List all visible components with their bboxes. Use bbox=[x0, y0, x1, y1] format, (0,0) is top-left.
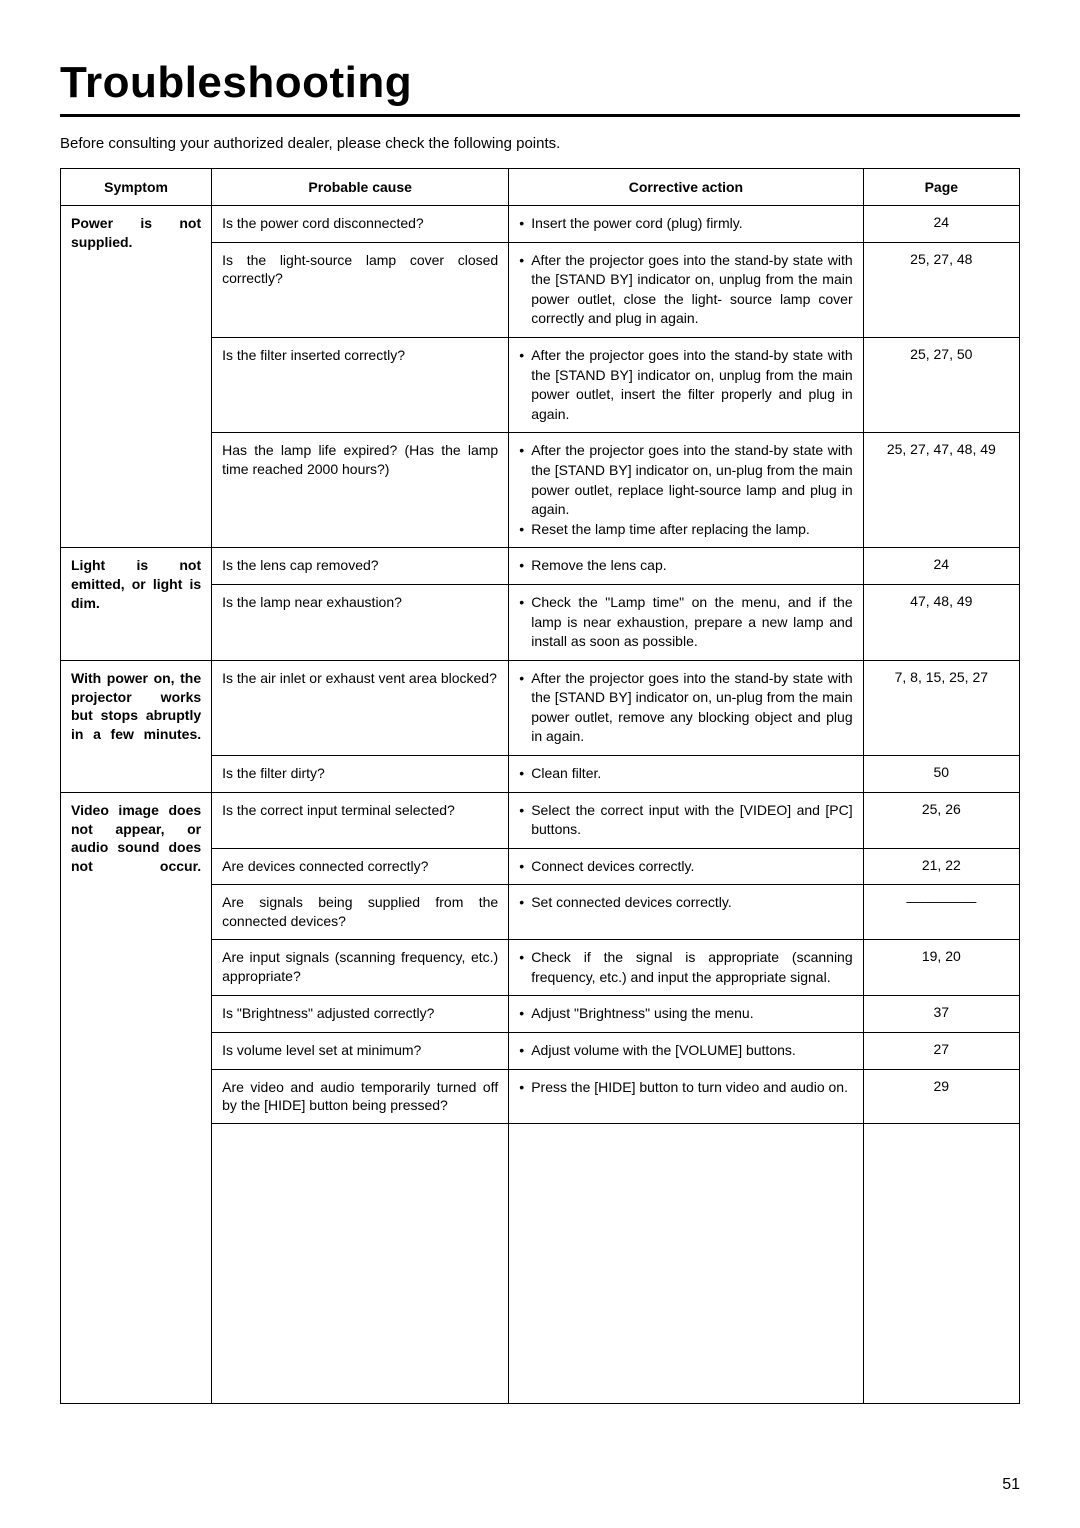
cause-cell: Is the filter dirty? bbox=[212, 756, 509, 793]
action-cell: •Press the [HIDE] button to turn video a… bbox=[509, 1069, 863, 1124]
cause-cell: Is the lamp near exhaustion? bbox=[212, 584, 509, 660]
action-cell: •Adjust volume with the [VOLUME] buttons… bbox=[509, 1033, 863, 1070]
action-cell: •Set connected devices correctly. bbox=[509, 885, 863, 940]
page-number: 51 bbox=[1002, 1476, 1020, 1494]
th-action: Corrective action bbox=[509, 169, 863, 206]
cause-cell: Is the lens cap removed? bbox=[212, 548, 509, 585]
symptom-cell: Power is not supplied. bbox=[61, 206, 212, 548]
action-cell: •Remove the lens cap. bbox=[509, 548, 863, 585]
intro-text: Before consulting your authorized dealer… bbox=[60, 135, 1020, 152]
symptom-cell: Light is not emitted, or light is dim. bbox=[61, 548, 212, 660]
empty-cell bbox=[212, 1124, 509, 1404]
page-cell: 7, 8, 15, 25, 27 bbox=[863, 660, 1019, 755]
page-cell: 25, 27, 47, 48, 49 bbox=[863, 433, 1019, 548]
cause-cell: Is the light-source lamp cover closed co… bbox=[212, 242, 509, 337]
symptom-cell: Video image does not appear, or audio so… bbox=[61, 792, 212, 1404]
cause-cell: Are input signals (scanning frequency, e… bbox=[212, 940, 509, 996]
page-cell: 19, 20 bbox=[863, 940, 1019, 996]
page-cell: 21, 22 bbox=[863, 848, 1019, 885]
page-cell: 29 bbox=[863, 1069, 1019, 1124]
action-cell: •Select the correct input with the [VIDE… bbox=[509, 792, 863, 848]
table-header-row: Symptom Probable cause Corrective action… bbox=[61, 169, 1020, 206]
th-page: Page bbox=[863, 169, 1019, 206]
page-cell: ————— bbox=[863, 885, 1019, 940]
action-cell: •After the projector goes into the stand… bbox=[509, 433, 863, 548]
empty-cell bbox=[863, 1124, 1019, 1404]
action-cell: •Clean filter. bbox=[509, 756, 863, 793]
action-cell: •After the projector goes into the stand… bbox=[509, 242, 863, 337]
symptom-cell: With power on, the projector works but s… bbox=[61, 660, 212, 792]
page-cell: 50 bbox=[863, 756, 1019, 793]
title-rule bbox=[60, 114, 1020, 117]
cause-cell: Are signals being supplied from the conn… bbox=[212, 885, 509, 940]
empty-cell bbox=[509, 1124, 863, 1404]
page-cell: 37 bbox=[863, 996, 1019, 1033]
action-cell: •After the projector goes into the stand… bbox=[509, 660, 863, 755]
action-cell: •Check the "Lamp time" on the menu, and … bbox=[509, 584, 863, 660]
page-cell: 27 bbox=[863, 1033, 1019, 1070]
cause-cell: Is the correct input terminal selected? bbox=[212, 792, 509, 848]
page-cell: 25, 26 bbox=[863, 792, 1019, 848]
table-row: Light is not emitted, or light is dim.Is… bbox=[61, 548, 1020, 585]
action-cell: •After the projector goes into the stand… bbox=[509, 337, 863, 432]
action-cell: •Connect devices correctly. bbox=[509, 848, 863, 885]
cause-cell: Is the power cord disconnected? bbox=[212, 206, 509, 243]
page-cell: 24 bbox=[863, 548, 1019, 585]
cause-cell: Has the lamp life expired? (Has the lamp… bbox=[212, 433, 509, 548]
th-cause: Probable cause bbox=[212, 169, 509, 206]
cause-cell: Are devices connected correctly? bbox=[212, 848, 509, 885]
cause-cell: Is volume level set at minimum? bbox=[212, 1033, 509, 1070]
table-row: With power on, the projector works but s… bbox=[61, 660, 1020, 755]
page-cell: 47, 48, 49 bbox=[863, 584, 1019, 660]
page-cell: 25, 27, 50 bbox=[863, 337, 1019, 432]
troubleshooting-table: Symptom Probable cause Corrective action… bbox=[60, 168, 1020, 1404]
cause-cell: Is "Brightness" adjusted correctly? bbox=[212, 996, 509, 1033]
cause-cell: Is the air inlet or exhaust vent area bl… bbox=[212, 660, 509, 755]
th-symptom: Symptom bbox=[61, 169, 212, 206]
action-cell: •Insert the power cord (plug) firmly. bbox=[509, 206, 863, 243]
cause-cell: Are video and audio temporarily turned o… bbox=[212, 1069, 509, 1124]
table-row: Video image does not appear, or audio so… bbox=[61, 792, 1020, 848]
action-cell: •Adjust "Brightness" using the menu. bbox=[509, 996, 863, 1033]
action-cell: •Check if the signal is appropriate (sca… bbox=[509, 940, 863, 996]
cause-cell: Is the filter inserted correctly? bbox=[212, 337, 509, 432]
page-title: Troubleshooting bbox=[60, 58, 1020, 108]
page-cell: 25, 27, 48 bbox=[863, 242, 1019, 337]
table-row: Power is not supplied.Is the power cord … bbox=[61, 206, 1020, 243]
page-cell: 24 bbox=[863, 206, 1019, 243]
